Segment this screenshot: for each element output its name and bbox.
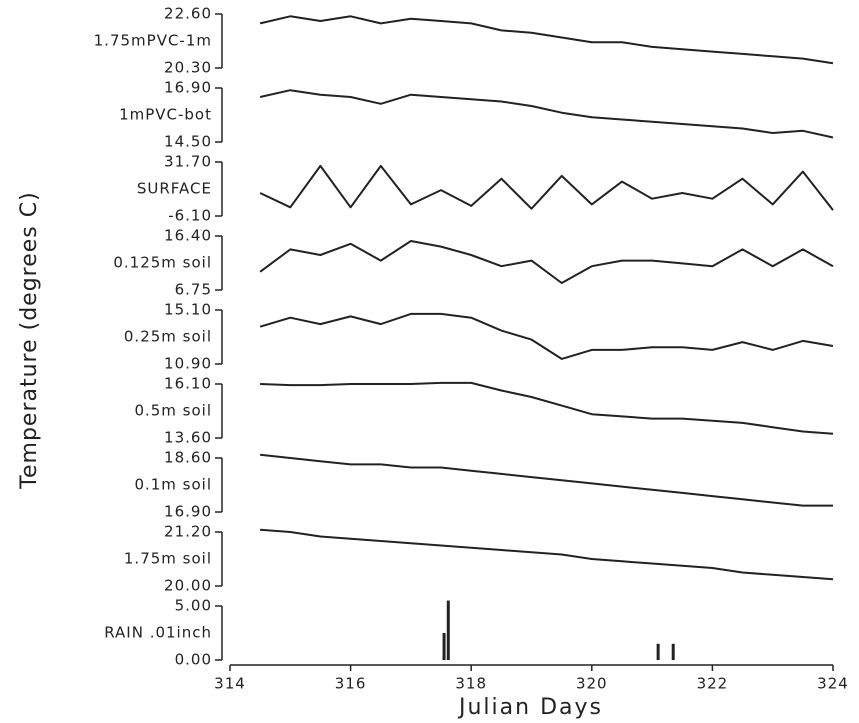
line	[260, 528, 834, 581]
series-name: RAIN .01inch	[104, 624, 212, 642]
line	[260, 381, 834, 435]
series-name: 0.5m soil	[134, 402, 212, 420]
series-name: 1.75mPVC-1m	[94, 32, 212, 50]
line	[259, 89, 834, 139]
x-tick-label: 320	[576, 675, 608, 693]
series-name: 0.1m soil	[134, 476, 212, 494]
x-tick-label: 314	[214, 675, 246, 693]
y-tick-label: 0.00	[175, 651, 212, 669]
series-name: SURFACE	[137, 180, 212, 198]
x-axis-label: Julian Days	[457, 695, 603, 720]
y-axis-label: Temperature (degrees C)	[17, 191, 42, 489]
y-tick-label: 5.00	[175, 597, 212, 615]
y-tick-label: 18.60	[164, 449, 212, 467]
y-tick-label: 16.90	[164, 503, 212, 521]
y-tick-label: 20.30	[164, 59, 212, 77]
y-tick-label: 16.10	[164, 375, 212, 393]
y-tick-label: -6.10	[168, 207, 212, 225]
line	[259, 164, 834, 211]
line	[259, 453, 833, 507]
bar	[446, 600, 450, 660]
y-tick-label: 15.10	[164, 301, 212, 319]
y-tick-label: 10.90	[164, 355, 212, 373]
series-name: 0.125m soil	[113, 254, 212, 272]
y-tick-label: 13.60	[164, 429, 212, 447]
series-name: 1.75m soil	[124, 550, 212, 568]
x-tick-label: 324	[817, 675, 849, 693]
y-tick-label: 14.50	[164, 133, 212, 151]
x-tick-label: 322	[697, 675, 729, 693]
line	[259, 15, 834, 65]
line	[259, 312, 834, 360]
y-tick-label: 16.40	[164, 227, 212, 245]
line	[259, 240, 834, 284]
bar	[442, 633, 446, 660]
x-tick-label: 316	[335, 675, 367, 693]
y-tick-label: 31.70	[164, 153, 212, 171]
x-tick-label: 318	[455, 675, 487, 693]
y-tick-label: 21.20	[164, 523, 212, 541]
y-tick-label: 6.75	[175, 281, 212, 299]
series-name: 0.25m soil	[124, 328, 212, 346]
y-tick-label: 22.60	[164, 5, 212, 23]
y-tick-label: 16.90	[164, 79, 212, 97]
series-name: 1mPVC-bot	[119, 106, 212, 124]
bar	[656, 643, 660, 660]
bar	[671, 643, 675, 660]
y-tick-label: 20.00	[164, 577, 212, 595]
